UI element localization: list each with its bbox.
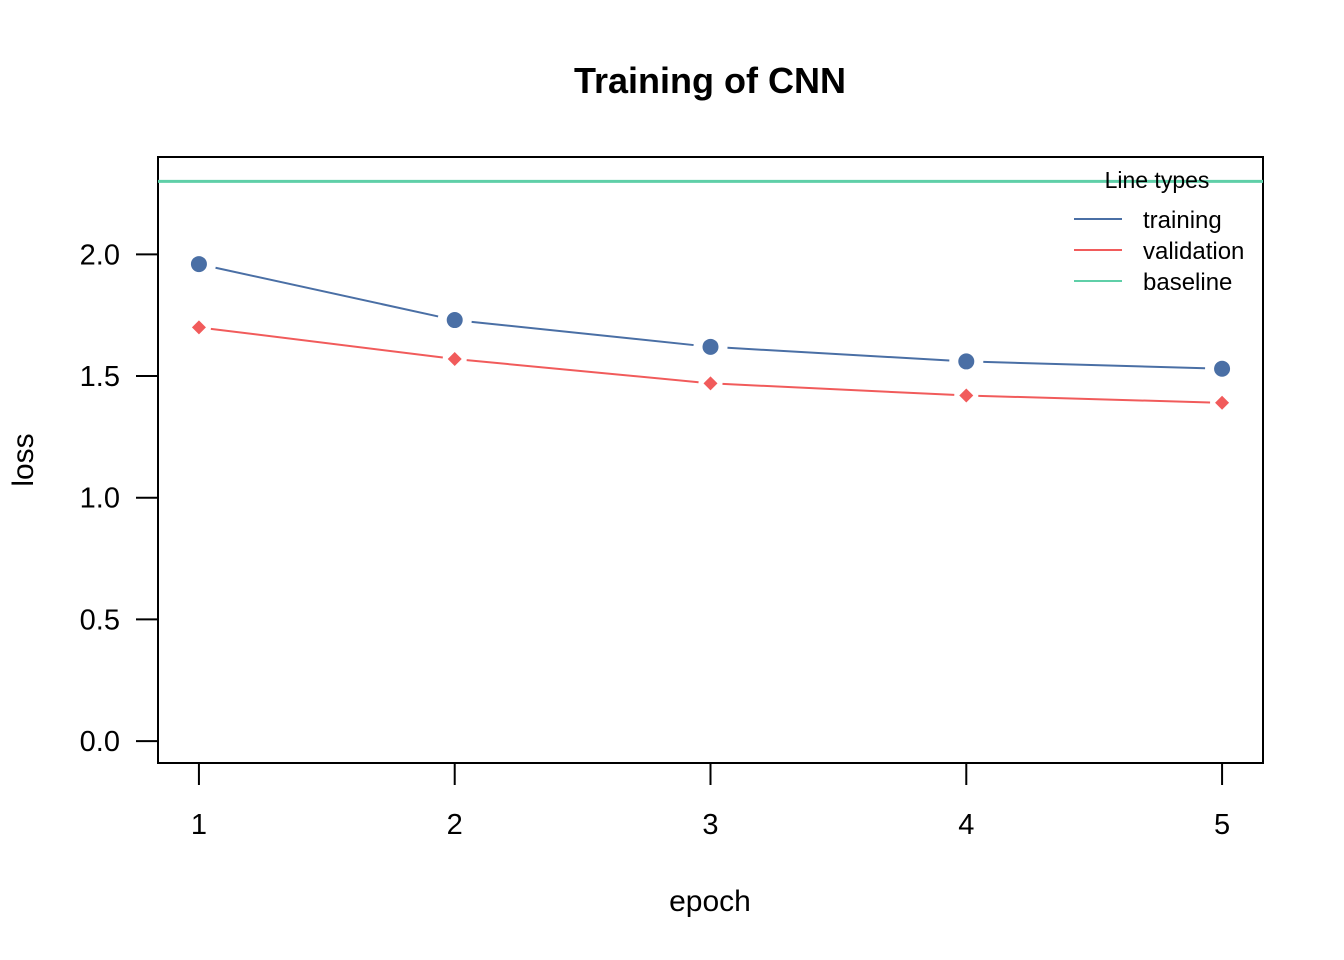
x-tick-label: 5 (1214, 809, 1230, 841)
series-segment-training (727, 346, 950, 362)
series-segment-validation (210, 327, 443, 359)
y-axis-label: loss (7, 433, 40, 486)
x-tick-label: 3 (702, 809, 718, 841)
y-tick-label: 0.0 (80, 726, 120, 758)
point-validation (447, 352, 462, 366)
y-axis: 0.0 0.5 1.0 1.5 2.0 (80, 239, 158, 758)
legend-label-baseline: baseline (1143, 269, 1232, 296)
point-training (702, 338, 719, 355)
x-axis: 1 2 3 4 5 (191, 763, 1230, 841)
y-tick-label: 1.0 (80, 483, 120, 515)
y-tick-label: 1.5 (80, 361, 120, 393)
point-training (1214, 360, 1231, 377)
point-training (446, 312, 463, 329)
y-tick-label: 0.5 (80, 604, 120, 636)
legend-label-validation: validation (1143, 238, 1244, 265)
x-tick-label: 1 (191, 809, 207, 841)
point-validation (1215, 395, 1230, 410)
series-segment-validation (978, 394, 1211, 404)
series-segment-training (983, 360, 1206, 370)
point-validation (703, 376, 718, 391)
series-segment-training (215, 266, 439, 318)
plot-frame (157, 156, 1264, 764)
legend: Line types training validation baseline (1074, 167, 1244, 296)
legend-label-training: training (1143, 207, 1222, 234)
y-tick-label: 2.0 (80, 239, 120, 271)
series-segment-validation (722, 382, 955, 396)
legend-title: Line types (1105, 167, 1210, 193)
point-validation (191, 320, 206, 335)
point-training (190, 256, 207, 273)
series-layer (190, 256, 1231, 410)
point-training (958, 353, 975, 370)
series-segment-validation (466, 359, 699, 384)
x-axis-label: epoch (669, 885, 751, 918)
point-validation (959, 388, 974, 403)
chart-title: Training of CNN (574, 60, 846, 101)
series-segment-training (471, 320, 694, 347)
x-tick-label: 4 (958, 809, 974, 841)
x-tick-label: 2 (447, 809, 463, 841)
